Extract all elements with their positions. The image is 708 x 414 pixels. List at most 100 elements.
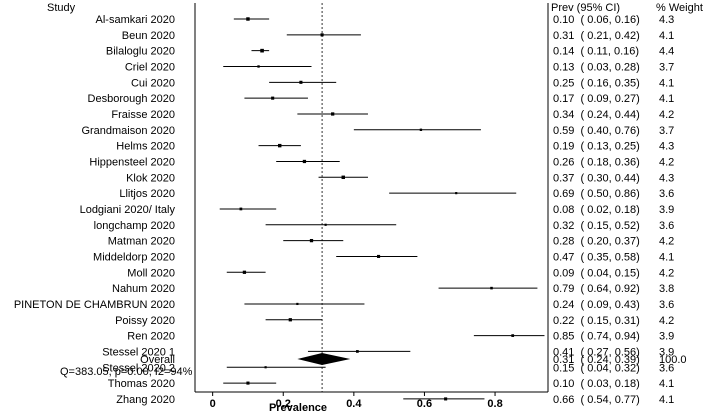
estimate-ci-text: 0.14 ( 0.11, 0.16)	[553, 46, 639, 58]
pooled-diamond	[297, 353, 351, 365]
study-name: Al-samkari 2020	[96, 14, 175, 26]
estimate-ci-text: 0.26 ( 0.18, 0.36)	[553, 156, 640, 168]
estimate-ci-text: 0.22 ( 0.15, 0.31)	[553, 315, 640, 327]
weight-text: 3.7	[659, 125, 674, 137]
weight-text: 3.9	[659, 346, 674, 358]
study-row: Klok 2020 0.37 ( 0.30, 0.44) 4.3	[126, 172, 674, 184]
header-weight: % Weight	[656, 2, 703, 14]
study-name: Ren 2020	[127, 331, 175, 343]
weight-text: 4.1	[659, 378, 674, 390]
study-name: Helms 2020	[116, 141, 175, 153]
point-estimate	[246, 381, 250, 385]
weight-text: 4.4	[659, 46, 674, 58]
overall-row: Overall 0.31 ( 0.24, 0.39) 100.0	[140, 353, 687, 366]
study-rows: Al-samkari 2020 0.10 ( 0.06, 0.16) 4.3 Beun…	[14, 14, 674, 406]
estimate-ci-text: 0.24 ( 0.09, 0.43)	[553, 299, 640, 311]
study-name: Criel 2020	[125, 61, 175, 73]
study-row: Poissy 2020 0.22 ( 0.15, 0.31) 4.2	[115, 315, 674, 327]
study-row: Bilaloglu 2020 0.14 ( 0.11, 0.16) 4.4	[106, 46, 674, 58]
weight-text: 3.8	[659, 283, 674, 295]
estimate-ci-text: 0.59 ( 0.40, 0.76)	[553, 125, 640, 137]
study-name: Lodgiani 2020/ Italy	[80, 204, 176, 216]
estimate-ci-text: 0.32 ( 0.15, 0.52)	[553, 220, 640, 232]
estimate-ci-text: 0.34 ( 0.24, 0.44)	[553, 109, 640, 121]
weight-text: 3.7	[659, 61, 674, 73]
study-row: longchamp 2020 0.32 ( 0.15, 0.52) 3.6	[94, 220, 675, 232]
point-estimate	[264, 366, 267, 369]
weight-text: 3.6	[659, 188, 674, 200]
estimate-ci-text: 0.47 ( 0.35, 0.58)	[553, 251, 640, 263]
estimate-ci-text: 0.28 ( 0.20, 0.37)	[553, 236, 640, 248]
point-estimate	[511, 334, 515, 337]
study-row: Cui 2020 0.25 ( 0.16, 0.35) 4.1	[131, 77, 674, 89]
study-name: Stessel 2020 1	[102, 346, 175, 358]
estimate-ci-text: 0.13 ( 0.03, 0.28)	[553, 61, 640, 73]
point-estimate	[288, 318, 292, 322]
header-estimate: Prev (95% CI)	[551, 2, 620, 14]
study-row: Hippensteel 2020 0.26 ( 0.18, 0.36) 4.2	[89, 156, 674, 168]
header-study: Study	[47, 2, 76, 14]
study-name: Llitjos 2020	[119, 188, 175, 200]
weight-text: 4.2	[659, 156, 674, 168]
estimate-ci-text: 0.17 ( 0.09, 0.27)	[553, 93, 640, 105]
point-estimate	[257, 65, 260, 68]
estimate-ci-text: 0.41 ( 0.27, 0.56)	[553, 346, 640, 358]
point-estimate	[260, 48, 264, 53]
study-row: Criel 2020 0.13 ( 0.03, 0.28) 3.7	[125, 61, 674, 73]
point-estimate	[296, 302, 299, 306]
study-row: Grandmaison 2020 0.59 ( 0.40, 0.76) 3.7	[81, 125, 674, 137]
x-tick-label: 0.6	[417, 398, 432, 410]
x-axis: 0 0.2 0.4 0.6 0.8	[194, 3, 549, 410]
point-estimate	[320, 33, 324, 37]
study-row: Zhang 2020 0.66 ( 0.54, 0.77) 4.1	[116, 394, 674, 406]
weight-text: 3.6	[659, 220, 674, 232]
estimate-ci-text: 0.19 ( 0.13, 0.25)	[553, 141, 640, 153]
weight-text: 3.6	[659, 299, 674, 311]
point-estimate	[246, 17, 250, 21]
estimate-ci-text: 0.08 ( 0.02, 0.18)	[553, 204, 640, 216]
weight-text: 4.2	[659, 315, 674, 327]
study-name: Middeldorp 2020	[93, 251, 175, 263]
study-name: Klok 2020	[126, 172, 175, 184]
estimate-ci-text: 0.85 ( 0.74, 0.94)	[553, 331, 640, 343]
point-estimate	[490, 286, 493, 290]
study-row: Stessel 2020 2 0.15 ( 0.04, 0.32) 3.6	[102, 362, 674, 374]
weight-text: 4.1	[659, 77, 674, 89]
study-row: PINETON DE CHAMBRUN 2020 0.24 ( 0.09, 0.4…	[14, 299, 674, 311]
study-row: Al-samkari 2020 0.10 ( 0.06, 0.16) 4.3	[96, 14, 675, 26]
study-name: PINETON DE CHAMBRUN 2020	[14, 299, 175, 311]
study-row: Stessel 2020 1 0.41 ( 0.27, 0.56) 3.9	[102, 346, 674, 358]
study-name: Desborough 2020	[88, 93, 175, 105]
point-estimate	[331, 112, 335, 116]
weight-text: 3.9	[659, 331, 674, 343]
x-tick-label: 0.8	[487, 398, 502, 410]
estimate-ci-text: 0.31 ( 0.21, 0.42)	[553, 30, 640, 42]
study-row: Helms 2020 0.19 ( 0.13, 0.25) 4.3	[116, 141, 674, 153]
weight-text: 4.3	[659, 172, 674, 184]
estimate-ci-text: 0.25 ( 0.16, 0.35)	[553, 77, 640, 89]
study-row: Fraisse 2020 0.34 ( 0.24, 0.44) 4.2	[111, 109, 674, 121]
point-estimate	[309, 238, 314, 243]
study-row: Lodgiani 2020/ Italy 0.08 ( 0.02, 0.18) 3.…	[80, 204, 675, 216]
weight-text: 3.9	[659, 204, 674, 216]
study-name: Beun 2020	[122, 30, 175, 42]
study-name: longchamp 2020	[94, 220, 175, 232]
point-estimate	[455, 192, 458, 195]
weight-text: 3.6	[659, 362, 674, 374]
study-row: Moll 2020 0.09 ( 0.04, 0.15) 4.2	[127, 267, 674, 279]
point-estimate	[444, 397, 448, 401]
point-estimate	[341, 175, 345, 180]
study-name: Moll 2020	[127, 267, 175, 279]
study-name: Poissy 2020	[115, 315, 175, 327]
heterogeneity-stats: Q=383.05, p=0.00, I2=94%	[60, 366, 193, 378]
x-tick-label: 0.2	[276, 398, 291, 410]
estimate-ci-text: 0.66 ( 0.54, 0.77)	[553, 394, 640, 406]
estimate-ci-text: 0.79 ( 0.64, 0.92)	[553, 283, 640, 295]
weight-text: 4.3	[659, 14, 674, 26]
estimate-ci-text: 0.37 ( 0.30, 0.44)	[553, 172, 640, 184]
point-estimate	[324, 223, 327, 226]
point-estimate	[377, 254, 381, 258]
weight-text: 4.2	[659, 109, 674, 121]
study-row: Thomas 2020 0.10 ( 0.03, 0.18) 4.1	[108, 378, 675, 390]
